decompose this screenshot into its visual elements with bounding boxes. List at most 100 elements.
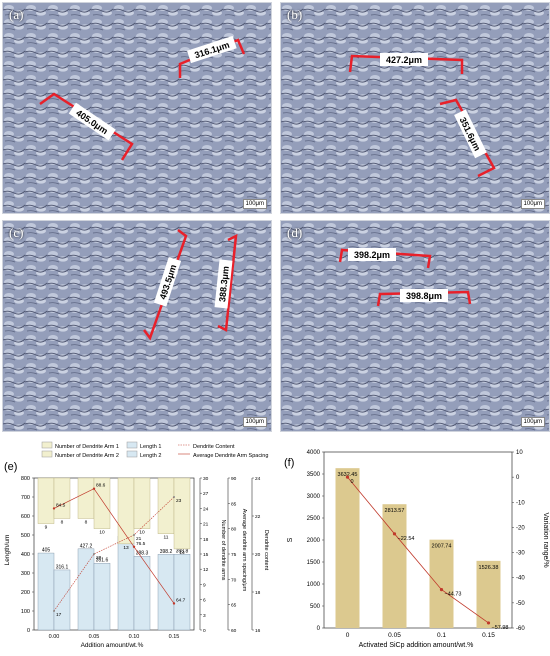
chart-f-xtick-label: 0.15 <box>482 632 495 639</box>
label-length2: 388.3 <box>136 551 149 557</box>
label-dendrite-content: 17 <box>56 612 62 618</box>
label-dendrite-content: 23 <box>176 498 182 504</box>
chart-e-right-tick-label: 90 <box>231 476 237 482</box>
scale-bar-c: 100μm <box>242 417 267 427</box>
chart-e-right-tick-label: 24 <box>203 506 209 512</box>
bar-arm2 <box>133 477 151 529</box>
chart-f-ytick-label: 0 <box>317 626 321 632</box>
chart-f-xtick-label: 0 <box>346 632 350 639</box>
label-length2: 398.8 <box>176 549 189 555</box>
micrograph-texture <box>281 3 549 213</box>
chart-f-ytick-label: 1500 <box>307 560 321 566</box>
label-variation: −57.98 <box>492 625 509 631</box>
scale-bar-a: 100μm <box>242 199 267 209</box>
chart-e-ytick-label: 400 <box>21 552 30 558</box>
line-avg-spacing <box>53 488 175 604</box>
chart-e-right-tick-label: 60 <box>231 628 237 634</box>
bar-s <box>382 504 407 628</box>
chart-f: (f) 0 500 1000 1500 2000 2500 3000 3500 4000 10 0 -… <box>278 440 550 651</box>
chart-e-xtick-label: 0.05 <box>89 634 100 640</box>
bar-arm1 <box>77 477 95 519</box>
label-arm2: 14 <box>179 550 185 556</box>
bar-length1 <box>77 548 95 631</box>
point-dendrite-content <box>133 534 135 536</box>
micrograph-panel-b: (b) 100μm <box>280 2 550 214</box>
label-length1: 405 <box>42 548 51 554</box>
chart-e-right-tick-label: 0 <box>203 628 206 634</box>
label-length2: 351.6 <box>96 558 109 564</box>
bar-length2 <box>173 554 191 631</box>
scale-bar-d: 100μm <box>520 417 545 427</box>
panel-label-a: (a) <box>9 7 24 22</box>
chart-f-svg: (f) 0 500 1000 1500 2000 2500 3000 3500 4000 10 0 -… <box>284 450 549 649</box>
panel-label-c: (c) <box>9 225 24 240</box>
chart-e-right-tick-label: 22 <box>255 514 261 520</box>
chart-e-right-tick-label: 30 <box>203 476 209 482</box>
label-arm1: 8 <box>85 520 88 526</box>
label-variation: −44.73 <box>445 592 462 598</box>
chart-e-right-tick-label: 85 <box>231 501 237 507</box>
label-s: 3632.45 <box>338 472 358 478</box>
panel-label-f: (f) <box>284 457 294 469</box>
line-dendrite-content <box>53 496 175 612</box>
chart-e-xtick-label: 0.10 <box>129 634 140 640</box>
chart-e-right-tick-label: 9 <box>203 582 206 588</box>
chart-e-right-tick-label: 16 <box>255 628 261 634</box>
bar-arm1 <box>117 477 135 545</box>
label-length1: 398.2 <box>160 549 173 555</box>
point-avg-spacing <box>92 487 96 490</box>
panel-label-d: (d) <box>287 225 303 240</box>
label-arm2: 10 <box>99 530 105 536</box>
bar-s <box>335 468 360 628</box>
label-variation: −22.54 <box>398 536 415 542</box>
chart-f-ytick-label: 3000 <box>307 494 321 500</box>
point-avg-spacing <box>172 602 176 605</box>
chart-e-svg: (e) Number of Dendrite Arm 1 Number of D… <box>4 441 269 649</box>
chart-e-right-tick-label: 75 <box>231 552 237 558</box>
chart-e: (e) Number of Dendrite Arm 1 Number of D… <box>0 440 275 651</box>
chart-e-right-tick-label: 80 <box>231 527 237 533</box>
panel-label-b: (b) <box>287 7 303 22</box>
legend-item-spacing: Average Dendrite Arm Spacing <box>193 453 268 459</box>
label-arm2: 8 <box>61 520 64 526</box>
chart-e-xtick-label: 0.15 <box>169 634 180 640</box>
point-avg-spacing <box>132 545 136 548</box>
micrograph-texture <box>281 221 549 431</box>
chart-f-ytick-label: 3500 <box>307 472 321 478</box>
bar-length2 <box>93 562 111 631</box>
label-s: 2813.57 <box>385 508 405 514</box>
chart-e-xlabel: Addition amount/wt.% <box>81 642 144 649</box>
chart-e-right-tick-label: 27 <box>203 491 209 497</box>
point-dendrite-content <box>53 610 55 612</box>
point-variation <box>392 532 397 536</box>
label-avg-spacing: 88.6 <box>96 483 106 489</box>
chart-e-ytick-label: 0 <box>27 628 30 634</box>
chart-f-y2tick-label: 10 <box>516 450 523 456</box>
point-variation <box>345 475 350 479</box>
chart-f-y2tick-label: -10 <box>516 500 525 506</box>
legend-item-length1: Length 1 <box>140 444 161 450</box>
point-avg-spacing <box>52 507 56 510</box>
chart-e-ytick-label: 100 <box>21 609 30 615</box>
micrograph-panel-d: (d) 100μm <box>280 220 550 432</box>
line-variation <box>347 476 489 624</box>
chart-e-right-tick-label: 3 <box>203 613 206 619</box>
bar-arm2 <box>93 477 111 529</box>
chart-f-y2tick-label: -40 <box>516 576 525 582</box>
bar-length1 <box>37 552 55 631</box>
bar-s <box>429 539 454 628</box>
point-dendrite-content <box>93 553 95 555</box>
chart-e-right-tick-label: 12 <box>203 567 209 573</box>
chart-e-right-tick-label: 65 <box>231 603 237 609</box>
chart-f-ytick-label: 4000 <box>307 450 321 456</box>
bar-arm2 <box>173 477 191 550</box>
chart-e-legend: Number of Dendrite Arm 1 Number of Dendr… <box>41 441 268 459</box>
chart-e-y2label: Number of dendrite arms <box>220 520 226 581</box>
bar-s <box>476 560 501 628</box>
label-s: 1526.38 <box>479 565 499 571</box>
bar-arm2 <box>53 477 71 519</box>
point-variation <box>439 588 444 592</box>
chart-f-xtick-label: 0.1 <box>437 632 446 639</box>
bar-arm1 <box>37 477 55 524</box>
chart-f-ytick-label: 1000 <box>307 582 321 588</box>
